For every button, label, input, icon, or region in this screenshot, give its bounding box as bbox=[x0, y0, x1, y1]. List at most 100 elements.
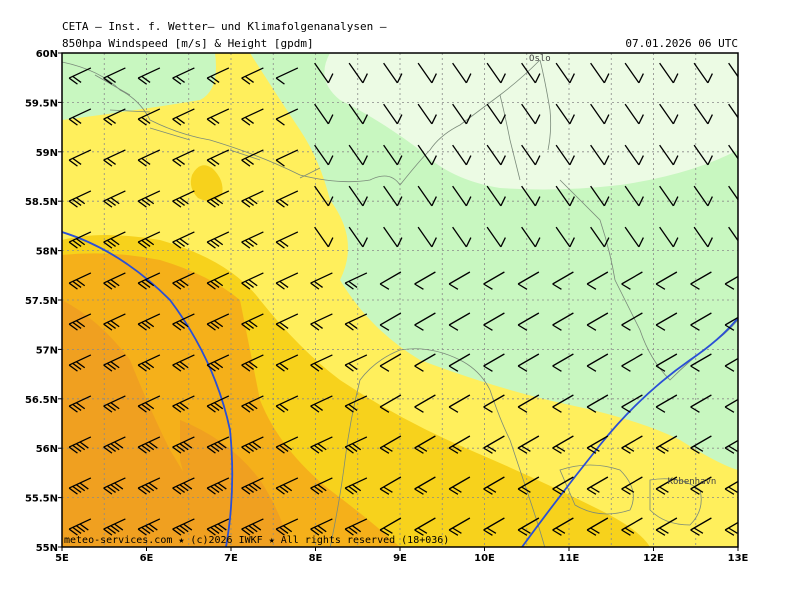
longitude-tick-label: 11E bbox=[559, 553, 580, 564]
wind-barb bbox=[659, 185, 679, 207]
wind-barb bbox=[555, 62, 575, 84]
wind-barb bbox=[348, 144, 368, 166]
longitude-tick-label: 12E bbox=[643, 553, 664, 564]
wind-barb bbox=[310, 518, 333, 536]
wind-barb bbox=[206, 108, 230, 126]
place-label: Oslo bbox=[529, 54, 551, 64]
wind-barb bbox=[172, 477, 195, 495]
wind-barb bbox=[206, 518, 230, 536]
wind-barb bbox=[206, 272, 230, 290]
wind-barb bbox=[68, 231, 92, 249]
wind-barb bbox=[724, 353, 738, 372]
wind-barb bbox=[206, 477, 230, 495]
wind-barb bbox=[275, 67, 299, 85]
wind-barb bbox=[348, 103, 368, 125]
latitude-tick-label: 56N bbox=[36, 444, 58, 455]
wind-barb bbox=[483, 517, 505, 536]
wind-barb bbox=[486, 226, 506, 248]
wind-barb bbox=[555, 226, 575, 248]
wind-barb bbox=[310, 354, 333, 372]
wind-barb bbox=[241, 518, 264, 536]
wind-barb bbox=[137, 272, 161, 290]
wind-barb bbox=[103, 354, 126, 372]
wind-barb bbox=[383, 144, 403, 166]
longitude-tick-label: 13E bbox=[728, 553, 749, 564]
grid-lines bbox=[62, 53, 738, 547]
wind-barb bbox=[724, 517, 738, 536]
wind-barb bbox=[344, 313, 368, 331]
wind-barb bbox=[241, 231, 264, 249]
wind-barb bbox=[275, 436, 299, 454]
place-label: Kobenhavn bbox=[668, 477, 717, 487]
wind-barb bbox=[206, 395, 230, 413]
wind-barb bbox=[68, 436, 92, 454]
wind-barb bbox=[414, 353, 436, 372]
wind-barb bbox=[383, 62, 403, 84]
latitude-axis: 60N 59.5N 59N 58.5N 58N 57.5N 57N 56.5N 56N 55.5N… bbox=[25, 49, 62, 554]
wind-barb bbox=[383, 226, 403, 248]
place-labels: Oslo Kobenhavn bbox=[529, 54, 716, 487]
wind-barb bbox=[310, 395, 333, 413]
wind-barb bbox=[417, 144, 437, 166]
wind-barb bbox=[68, 518, 92, 536]
longitude-axis: 5E 6E 7E 8E 9E 10E 11E 12E 13E bbox=[55, 547, 749, 564]
wind-barb bbox=[728, 62, 738, 84]
wind-barb bbox=[448, 312, 471, 331]
wind-barb bbox=[137, 436, 161, 454]
wind-barb bbox=[241, 149, 264, 167]
wind-barb bbox=[137, 67, 161, 85]
wind-barb bbox=[693, 144, 713, 166]
wind-barb bbox=[659, 103, 679, 125]
wind-barb bbox=[517, 517, 540, 536]
wind-barb bbox=[552, 312, 574, 331]
wind-barb bbox=[414, 394, 436, 413]
wind-barb bbox=[241, 436, 264, 454]
wind-barb bbox=[552, 271, 574, 290]
wind-barb bbox=[693, 103, 713, 125]
latitude-tick-label: 57N bbox=[36, 345, 58, 356]
map-timestamp: 07.01.2026 06 UTC bbox=[625, 37, 738, 50]
latitude-tick-label: 55.5N bbox=[25, 494, 58, 505]
wind-barb bbox=[659, 226, 679, 248]
wind-barb bbox=[68, 190, 92, 208]
wind-barb bbox=[586, 271, 609, 290]
wind-barb bbox=[275, 313, 299, 331]
wind-barb bbox=[172, 190, 195, 208]
wind-barb bbox=[68, 395, 92, 413]
wind-barb bbox=[728, 103, 738, 125]
wind-barb bbox=[621, 353, 643, 372]
wind-barb bbox=[590, 103, 610, 125]
wind-barb bbox=[172, 67, 195, 85]
wind-barb bbox=[452, 103, 472, 125]
wind-barb bbox=[137, 518, 161, 536]
wind-barb bbox=[344, 436, 368, 454]
wind-barb bbox=[655, 435, 678, 454]
longitude-tick-label: 7E bbox=[224, 553, 238, 564]
wind-barb bbox=[624, 185, 644, 207]
wind-barb bbox=[206, 313, 230, 331]
wind-barb bbox=[314, 62, 334, 84]
wind-barb bbox=[68, 272, 92, 290]
wind-barb bbox=[172, 313, 195, 331]
wind-barb bbox=[344, 477, 368, 495]
wind-barb bbox=[241, 354, 264, 372]
latitude-tick-label: 59.5N bbox=[25, 98, 58, 109]
wind-barb bbox=[172, 518, 195, 536]
wind-field-yellow-spot bbox=[190, 165, 223, 201]
wind-barb bbox=[206, 231, 230, 249]
wind-barb bbox=[586, 476, 609, 495]
wind-barb bbox=[483, 271, 505, 290]
wind-barb bbox=[724, 312, 738, 331]
wind-barb bbox=[414, 271, 436, 290]
wind-barb bbox=[690, 435, 712, 454]
wind-barb bbox=[655, 517, 678, 536]
wind-barb bbox=[555, 185, 575, 207]
wind-barb bbox=[137, 395, 161, 413]
wind-barb bbox=[417, 62, 437, 84]
wind-barb bbox=[241, 67, 264, 85]
wind-barb bbox=[483, 394, 505, 413]
wind-barb bbox=[172, 231, 195, 249]
wind-barb bbox=[172, 108, 195, 126]
wind-barb bbox=[655, 353, 678, 372]
wind-barb bbox=[690, 271, 712, 290]
